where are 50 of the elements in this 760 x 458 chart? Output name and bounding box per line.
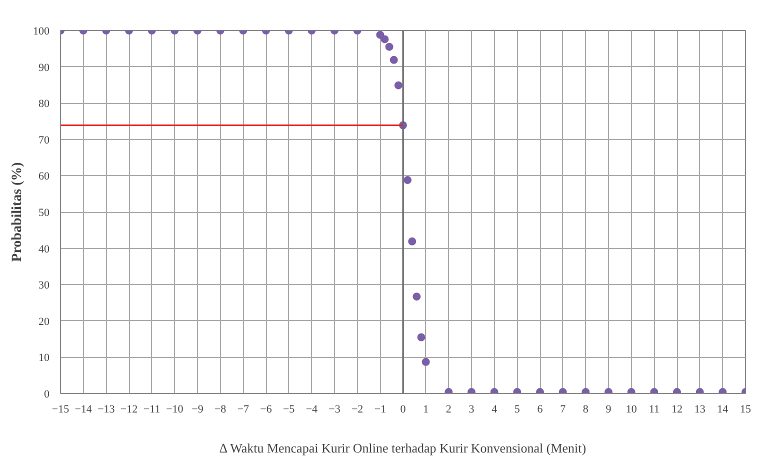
x-tick-label: −6 (260, 404, 272, 416)
x-tick-label: 12 (672, 404, 682, 416)
point (422, 358, 430, 366)
y-tick-label: 50 (38, 207, 50, 219)
point (394, 81, 402, 90)
x-tick-label: 7 (560, 404, 566, 416)
x-tick-label: 15 (740, 404, 752, 416)
point (404, 176, 412, 184)
y-tick-label: 60 (38, 170, 50, 183)
x-tick-label: 9 (606, 404, 612, 416)
y-tick-label: 10 (38, 352, 50, 364)
x-tick-label: 1 (423, 404, 429, 416)
x-tick-label: −1 (374, 404, 386, 416)
x-tick-label: −14 (74, 404, 92, 416)
y-tick-label: 20 (38, 316, 50, 328)
y-tick-label: 80 (38, 98, 50, 110)
point (412, 292, 421, 301)
x-tick-label: −5 (282, 404, 296, 416)
x-tick-label: −13 (98, 404, 116, 416)
x-tick-label: −10 (166, 404, 184, 416)
x-tick-label: −9 (192, 404, 204, 416)
y-tick-label: 40 (38, 243, 50, 256)
x-tick-label: 11 (648, 404, 660, 416)
x-tick-label: 8 (582, 404, 589, 416)
x-tick-label: 6 (537, 404, 544, 416)
x-tick-label: −2 (351, 404, 364, 416)
y-tick-label: 90 (38, 62, 50, 74)
x-tick-label: −4 (306, 404, 318, 416)
y-axis-title: Probabilitas (%) (10, 162, 25, 262)
point (408, 237, 416, 246)
x-tick-label: 4 (492, 404, 498, 416)
y-tick-label: 100 (33, 26, 50, 38)
y-tick-label: 0 (44, 388, 50, 400)
y-tick-label: 70 (38, 134, 50, 146)
x-tick-label: −11 (143, 404, 160, 416)
x-tick-label: −12 (120, 404, 138, 416)
x-tick-label: 14 (717, 404, 729, 416)
x-tick-label: 5 (514, 404, 520, 416)
x-tick-label: 10 (626, 404, 638, 416)
y-tick-label: 30 (38, 280, 50, 292)
x-tick-label: 2 (446, 404, 452, 416)
x-axis-title: Δ Waktu Mencapai Kurir Online terhadap Kurir Konvensional (Menit) (219, 440, 586, 456)
x-tick-label: −3 (328, 404, 341, 416)
point (417, 333, 426, 342)
x-tick-label: 3 (468, 404, 475, 416)
x-tick-label: −8 (214, 404, 227, 416)
x-tick-label: −15 (52, 404, 70, 416)
x-tick-label: −7 (237, 404, 250, 416)
x-tick-label: 13 (694, 404, 706, 416)
x-tick-label: 0 (400, 404, 406, 416)
